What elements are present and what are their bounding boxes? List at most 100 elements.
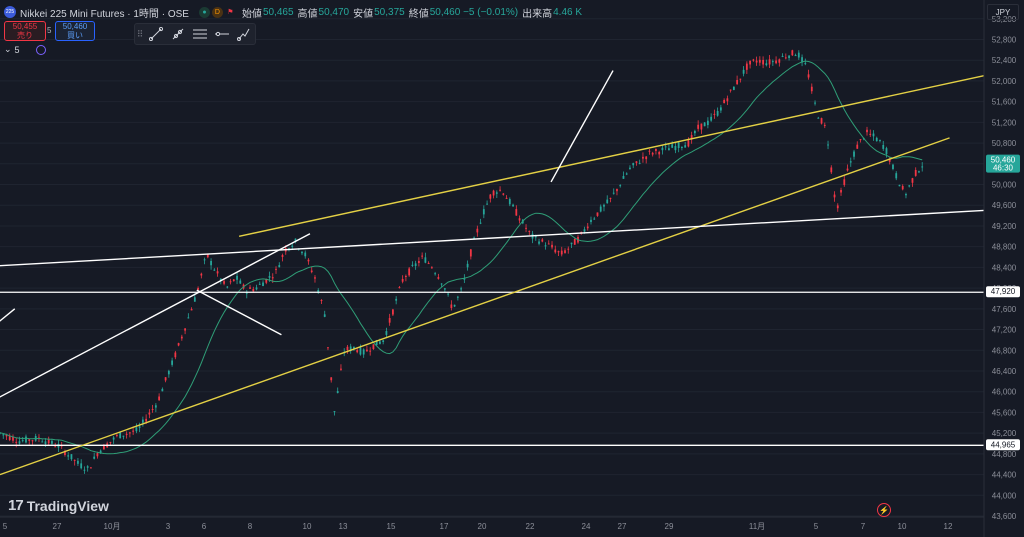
candle-body [271,277,274,279]
volume-label: 出来高 [522,8,553,20]
candle-body [742,69,745,74]
symbol-logo[interactable]: 225 [4,6,16,18]
horizontal-line-tool-icon[interactable] [211,25,233,43]
indicator-settings-icon[interactable] [35,44,46,55]
candle-body [314,277,316,279]
price-label-value: 44,965 [991,440,1016,449]
flag-icon[interactable]: ⚑ [227,9,234,16]
candle-body [719,107,722,111]
candle-body [901,186,904,190]
candle-body [554,249,557,253]
y-tick-label: 51,200 [992,118,1017,127]
candle-body [320,300,323,302]
candle-body [596,212,599,216]
price-label-countdown: 46:30 [993,164,1014,173]
candle-body [771,61,774,63]
path-tool-icon[interactable] [233,25,255,43]
buy-button[interactable]: 50,460 買い [55,21,95,41]
candle-body [330,377,333,381]
candle-body [635,161,638,163]
candle-body [229,281,232,283]
candle-body [762,59,764,65]
collapse-chevron-icon[interactable]: ⌄ [4,44,12,54]
candle-body [502,193,505,195]
drawing-toolbar: ⠿ [134,23,256,45]
y-tick-label: 46,000 [992,388,1017,397]
candle-body [424,257,427,263]
candle-body [385,331,388,335]
candle-body [681,146,683,148]
candle-body [349,346,352,351]
candle-body [590,219,592,223]
candle-body [525,227,527,229]
candle-body [417,261,420,263]
ray-tool-icon[interactable] [167,25,189,43]
tradingview-logo[interactable]: 17 TradingView [8,497,109,514]
candle-body [830,167,833,173]
indicator-row[interactable]: ⌄ 5 [4,44,46,55]
candle-body [125,433,128,435]
trendlines[interactable] [0,70,985,476]
candle-body [551,244,553,248]
candle-body [908,185,911,187]
candle-body [736,80,739,85]
candle-body [463,278,466,280]
candle-body [346,346,349,351]
candle-body [421,255,424,257]
ohlc-open-label: 始値 [241,8,262,20]
y-tick-label: 47,200 [992,326,1017,335]
candle-body [67,455,70,457]
candle-body [697,124,700,129]
horizontal-lines[interactable] [0,291,984,446]
candle-body [2,434,5,436]
candle-body [362,349,365,355]
candle-body [232,279,235,282]
x-tick-label: 17 [440,522,449,531]
candle-body [73,459,76,461]
ohlc-high-value: 50,470 [318,6,350,18]
candle-body [184,328,186,331]
candle-body [879,140,881,142]
candle-body [213,269,216,271]
candle-body [534,235,537,238]
parallel-channel-tool-icon[interactable] [189,25,211,43]
candle-body [603,204,605,207]
x-tick-label: 3 [166,522,171,531]
candle-body [398,287,401,289]
candle-body [336,391,339,394]
candle-body [843,179,846,185]
candle-body [892,164,894,169]
candle-body [5,435,8,437]
symbol-title[interactable]: Nikkei 225 Mini Futures · 1時間 · OSE [20,8,189,20]
candle-body [638,162,641,164]
candle-body [609,197,612,199]
candle-body [115,435,118,437]
trendline-tool-icon[interactable] [145,25,167,43]
y-tick-label: 43,600 [992,512,1017,521]
candle-body [866,129,868,133]
price-label-box [986,154,1020,173]
sell-button[interactable]: 50,455 売り [4,21,46,41]
x-tick-label: 13 [339,522,348,531]
candle-body [18,441,21,444]
candle-body [775,60,777,64]
legend-header: 225 Nikkei 225 Mini Futures · 1時間 · OSE … [4,5,582,20]
candle-body [804,63,807,65]
time-axis[interactable]: 5 27 10月 3 6 8 10 13 15 17 20 22 24 27 29 11月 5 7 10 12 [3,522,953,531]
lightning-icon[interactable]: ⚡ [877,503,891,517]
candle-body [440,283,443,285]
candle-body [216,271,219,274]
candle-body [469,249,472,257]
drag-handle-icon[interactable]: ⠿ [136,28,144,39]
candle-body [128,432,131,434]
candle-body [476,228,479,233]
candle-body [203,259,206,261]
candle-body [167,370,170,375]
indicator-length: 5 [14,44,20,55]
candle-body [443,288,446,290]
candle-body [625,173,628,175]
candle-body [560,250,563,255]
candle-body [765,63,768,66]
currency-selector[interactable]: JPY [987,4,1019,20]
